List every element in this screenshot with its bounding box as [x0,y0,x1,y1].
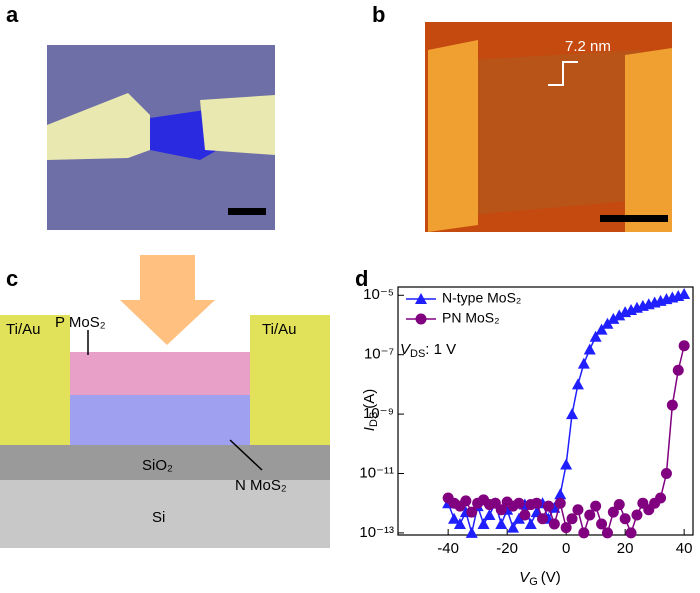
data-point [607,506,619,518]
data-point [507,521,520,533]
data-point [542,500,554,512]
data-point [578,527,590,539]
x-axis-label: VG (V) [519,569,561,588]
substrate-label: Si [152,509,165,526]
data-point [519,509,531,521]
data-point [625,527,637,539]
legend-marker [415,293,427,304]
x-tick-label: 0 [562,540,570,557]
data-point [512,512,525,524]
data-point [583,343,596,355]
data-point [560,458,573,470]
data-point [483,509,496,521]
y-tick-label: 10⁻⁹ [363,405,394,422]
data-point [465,526,478,538]
legend-label: N-type MoS₂ [442,290,521,306]
data-point [584,509,596,521]
data-point [495,504,507,516]
thickness-label: 7.2 nm [565,38,611,55]
panel-label: b [372,2,385,27]
panel-label: a [6,2,19,27]
annotation-symbol: V [400,341,412,358]
data-point [548,518,560,530]
y-tick-label: 10⁻⁷ [364,346,394,363]
data-point [531,497,543,509]
data-point [613,309,626,321]
annotation: VDS: 1 V [400,341,456,360]
x-tick-label: -40 [437,540,459,557]
data-point [524,517,537,529]
y-label-subscript: DS [368,412,380,427]
y-tick-label: 10⁻¹³ [359,524,394,541]
y-tick-label: 10⁻⁵ [363,286,394,303]
data-point [660,467,672,479]
data-point [672,364,684,376]
oxide-label: SiO₂ [142,457,173,474]
legend-marker [415,313,427,325]
device-schematic [0,255,330,548]
p-layer-label: P MoS₂ [55,314,106,331]
data-point [678,340,690,352]
data-point [619,513,631,525]
x-tick-label: -20 [496,540,518,557]
optical-image [47,45,275,230]
contact-label: Ti/Au [262,321,296,338]
y-label-unit: (A) [361,389,378,409]
data-point [678,288,691,300]
afm-image [425,22,672,232]
data-point [631,509,643,521]
data-point [571,378,584,390]
data-point [595,323,608,335]
data-point [607,312,620,324]
data-point [554,488,567,500]
plot-frame [397,286,694,536]
y-axis-label: IDS (A) [361,389,380,431]
data-point [560,522,572,534]
data-point [577,357,590,369]
x-label-subscript: G [529,576,538,588]
legend-label: PN MoS₂ [442,310,500,326]
data-point [655,492,667,504]
panel-label: d [355,266,368,291]
x-label-symbol: V [519,569,531,586]
data-point [554,497,566,509]
panel-label: c [6,266,18,291]
data-point [566,513,578,525]
data-point [613,499,625,511]
y-tick-label: 10⁻¹¹ [359,464,394,481]
data-point [590,500,602,512]
data-point [477,517,490,529]
data-point [566,408,579,420]
x-tick-label: 20 [617,540,634,557]
data-point [453,517,466,529]
data-point [448,512,461,524]
data-point [513,497,525,509]
y-label-symbol: I [361,427,378,431]
annotation-subscript: DS [410,348,425,360]
data-point [596,518,608,530]
data-point [460,495,472,507]
data-point [537,513,549,525]
annotation-text: : 1 V [425,341,456,358]
data-point [666,399,678,411]
x-label-unit: (V) [541,569,561,586]
data-point [466,506,478,518]
data-point [572,504,584,516]
contact-label: Ti/Au [6,321,40,338]
n-layer-label: N MoS₂ [235,477,287,494]
data-point [601,527,613,539]
data-point [589,330,602,342]
x-tick-label: 40 [676,540,693,557]
data-point [495,517,508,529]
data-point [601,317,614,329]
